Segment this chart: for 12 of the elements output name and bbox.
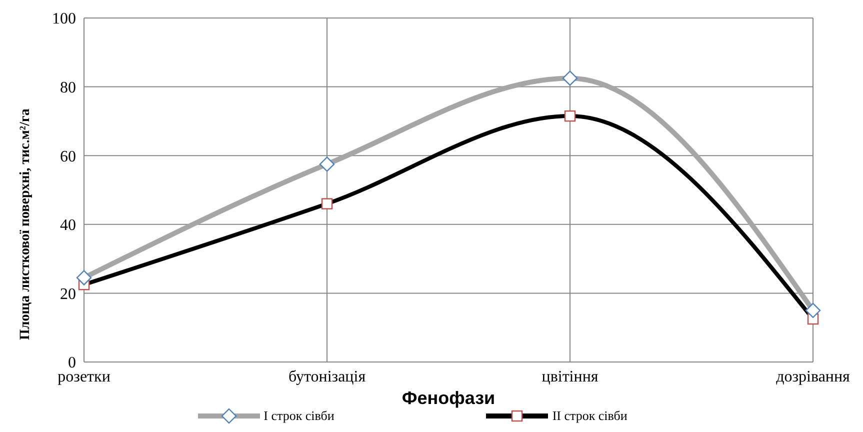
x-axis-title: Фенофази [402, 388, 496, 408]
y-tick-label: 80 [60, 79, 76, 96]
y-tick-label: 40 [60, 217, 76, 234]
legend-label: II строк сівби [552, 408, 628, 424]
y-tick-label: 20 [60, 286, 76, 303]
y-tick-label: 100 [52, 10, 76, 28]
x-tick-label: бутонізація [288, 368, 366, 386]
legend-label: I строк сівби [264, 408, 334, 424]
y-axis-title: Площа листкової поверхні, тис.м²/га [18, 108, 33, 340]
x-tick-label: дозрівання [776, 368, 851, 386]
y-tick-label: 60 [60, 148, 76, 166]
x-tick-label: цвітіння [542, 368, 599, 386]
